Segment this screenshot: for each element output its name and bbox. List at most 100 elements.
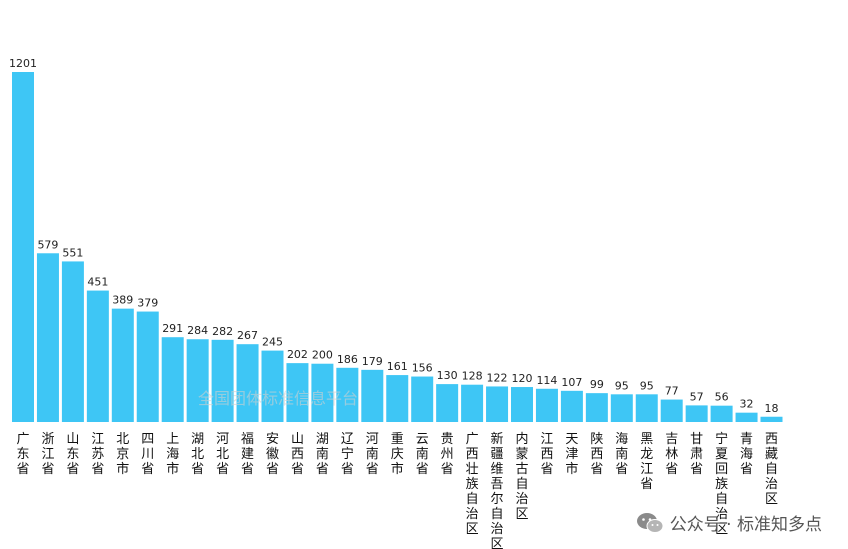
bar-26 bbox=[635, 394, 658, 422]
value-label-25: 95 bbox=[615, 379, 629, 392]
bar-4 bbox=[86, 290, 109, 422]
value-label-14: 186 bbox=[337, 353, 358, 366]
value-label-18: 130 bbox=[437, 369, 458, 382]
category-label-7: 上海市 bbox=[166, 432, 179, 477]
value-label-15: 179 bbox=[362, 355, 383, 368]
value-label-5: 389 bbox=[112, 294, 133, 307]
category-label-1: 广东省 bbox=[16, 432, 29, 477]
bar-7 bbox=[161, 337, 184, 422]
category-label-15: 河南省 bbox=[366, 432, 379, 477]
bar-5 bbox=[111, 308, 134, 422]
value-label-19: 128 bbox=[462, 370, 483, 383]
value-label-8: 284 bbox=[187, 324, 208, 337]
value-label-30: 32 bbox=[740, 398, 754, 411]
value-label-2: 579 bbox=[37, 238, 58, 251]
category-label-10: 福建省 bbox=[241, 432, 254, 477]
bar-8 bbox=[186, 339, 209, 422]
bar-21 bbox=[511, 387, 533, 422]
bar-20 bbox=[486, 386, 509, 422]
category-label-9: 河北省 bbox=[216, 432, 229, 477]
bar-30 bbox=[735, 412, 758, 422]
bar-13 bbox=[311, 363, 334, 422]
wechat-icon bbox=[636, 512, 664, 533]
value-label-24: 99 bbox=[590, 378, 604, 391]
category-label-6: 四川省 bbox=[141, 432, 154, 477]
bar-15 bbox=[361, 369, 384, 422]
value-label-13: 200 bbox=[312, 349, 333, 362]
bar-31 bbox=[760, 416, 783, 422]
bar-18 bbox=[436, 384, 459, 422]
value-label-9: 282 bbox=[212, 325, 233, 338]
category-label-3: 山东省 bbox=[66, 432, 79, 477]
value-label-4: 451 bbox=[87, 276, 108, 289]
value-label-1: 1201 bbox=[9, 57, 37, 70]
bars-group bbox=[12, 72, 783, 422]
value-label-23: 107 bbox=[561, 376, 582, 389]
value-label-22: 114 bbox=[536, 374, 557, 387]
bar-28 bbox=[685, 405, 708, 422]
value-label-31: 18 bbox=[765, 402, 779, 415]
value-label-26: 95 bbox=[640, 379, 654, 392]
value-label-16: 161 bbox=[387, 360, 408, 373]
value-label-28: 57 bbox=[690, 390, 704, 403]
bar-14 bbox=[336, 367, 359, 422]
category-label-29: 宁夏回族自治区 bbox=[715, 431, 728, 537]
value-labels-group: 1201 579 551 451 389 379 291 284 282 267 245 202 200… bbox=[9, 57, 779, 415]
bar-16 bbox=[386, 375, 409, 422]
category-label-20: 新疆维吾尔自治区 bbox=[491, 431, 504, 549]
bar-24 bbox=[585, 393, 608, 422]
category-label-17: 云南省 bbox=[416, 432, 429, 477]
value-label-11: 245 bbox=[262, 336, 283, 349]
category-label-18: 贵州省 bbox=[441, 432, 454, 477]
bar-25 bbox=[610, 394, 633, 422]
value-label-29: 56 bbox=[715, 391, 729, 404]
bar-11 bbox=[261, 350, 284, 422]
bar-6 bbox=[136, 311, 159, 422]
bar-3 bbox=[61, 261, 84, 422]
bar-10 bbox=[236, 344, 259, 422]
category-label-25: 海南省 bbox=[615, 432, 628, 477]
bar-22 bbox=[535, 388, 558, 422]
category-label-5: 北京市 bbox=[116, 432, 129, 477]
category-label-27: 吉林省 bbox=[665, 432, 678, 477]
category-label-22: 江西省 bbox=[540, 432, 553, 477]
value-label-10: 267 bbox=[237, 329, 258, 342]
category-label-12: 山西省 bbox=[291, 432, 304, 477]
bar-29 bbox=[710, 405, 733, 422]
bar-19 bbox=[461, 384, 484, 422]
value-label-6: 379 bbox=[137, 297, 158, 310]
watermark-text: 全国团体标准信息平台 bbox=[198, 389, 358, 408]
value-label-12: 202 bbox=[287, 348, 308, 361]
value-label-17: 156 bbox=[412, 362, 433, 375]
value-label-7: 291 bbox=[162, 322, 183, 335]
category-label-16: 重庆市 bbox=[391, 431, 404, 477]
footer: 公众号 · 标准知多点 bbox=[636, 510, 822, 535]
value-label-21: 120 bbox=[512, 372, 533, 385]
category-label-4: 江苏省 bbox=[91, 432, 104, 477]
category-labels-group: 广东省浙江省山东省江苏省北京市四川省上海市湖北省河北省福建省安徽省山西省湖南省辽… bbox=[16, 431, 778, 549]
category-label-19: 广西壮族自治区 bbox=[466, 432, 479, 537]
bar-17 bbox=[411, 376, 434, 422]
value-label-20: 122 bbox=[487, 371, 508, 384]
bar-12 bbox=[286, 363, 309, 422]
category-label-24: 陕西省 bbox=[590, 432, 603, 477]
footer-text: 公众号 · 标准知多点 bbox=[669, 515, 822, 535]
bar-1 bbox=[12, 72, 34, 422]
bar-27 bbox=[660, 399, 683, 422]
category-label-8: 湖北省 bbox=[191, 432, 204, 477]
category-label-28: 甘肃省 bbox=[690, 432, 703, 477]
category-label-2: 浙江省 bbox=[41, 432, 54, 477]
value-label-27: 77 bbox=[665, 385, 679, 398]
bar-23 bbox=[560, 390, 583, 422]
bar-9 bbox=[211, 339, 234, 422]
category-label-26: 黑龙江省 bbox=[640, 432, 653, 492]
category-label-11: 安徽省 bbox=[266, 432, 279, 477]
category-label-23: 天津市 bbox=[565, 432, 578, 477]
value-label-3: 551 bbox=[62, 246, 83, 259]
category-label-13: 湖南省 bbox=[316, 432, 329, 477]
category-label-21: 内蒙古自治区 bbox=[515, 431, 528, 522]
category-label-30: 青海省 bbox=[740, 432, 753, 477]
category-label-14: 辽宁省 bbox=[341, 432, 354, 477]
category-label-31: 西藏自治区 bbox=[765, 432, 778, 507]
